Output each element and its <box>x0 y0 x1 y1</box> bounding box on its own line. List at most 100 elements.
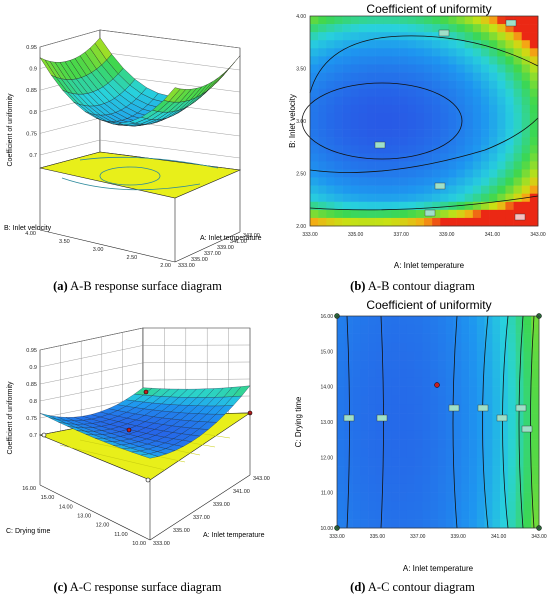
heat-cell <box>406 351 415 361</box>
heat-cell <box>529 24 539 33</box>
heat-cell <box>415 177 425 186</box>
heat-cell <box>469 475 478 485</box>
x-tick-label: 337.00 <box>394 232 410 238</box>
heat-cell <box>529 137 539 146</box>
heat-cell <box>422 369 431 379</box>
heat-cell <box>318 32 327 41</box>
heat-cell <box>529 64 539 73</box>
heat-cell <box>505 56 514 65</box>
heat-cell <box>424 129 433 138</box>
heat-cell <box>375 324 384 334</box>
heat-cell <box>360 333 369 343</box>
heat-cell <box>326 104 335 114</box>
heat-cell <box>375 457 384 467</box>
heat-cell <box>422 386 431 396</box>
heat-cell <box>399 492 408 502</box>
heat-cell <box>484 316 493 326</box>
heat-cell <box>521 161 531 170</box>
contour-plot-ac: Coefficient of uniformity 333.00 335.00 33… <box>294 298 547 573</box>
x-tick-label: 339.00 <box>439 232 455 238</box>
y-tick-label: 3.50 <box>59 239 70 245</box>
heat-cell <box>358 121 368 130</box>
heat-cell <box>430 351 439 361</box>
heat-cell <box>476 342 485 352</box>
heat-cell <box>422 483 431 493</box>
heat-cell <box>492 483 501 493</box>
heat-cell <box>497 96 506 106</box>
heat-cell <box>375 316 384 326</box>
heat-cell <box>489 201 498 211</box>
heat-cell <box>391 439 400 449</box>
heat-cell <box>399 404 408 414</box>
heat-cell <box>521 137 531 146</box>
heat-cell <box>391 96 400 106</box>
heat-cell <box>464 161 474 170</box>
z-tick-label: 0.7 <box>29 153 37 159</box>
heat-cell <box>500 351 509 361</box>
heat-cell <box>383 153 392 162</box>
z-tick-label: 0.75 <box>26 416 37 422</box>
heat-cell <box>318 161 327 170</box>
heat-cell <box>352 466 361 476</box>
heat-cell <box>350 96 360 106</box>
heat-cell <box>469 360 478 370</box>
heat-cell <box>464 193 474 203</box>
heat-cell <box>464 145 474 154</box>
heat-cell <box>464 153 474 162</box>
heat-cell <box>489 56 498 65</box>
heat-cell <box>399 129 409 138</box>
heat-cell <box>350 112 360 122</box>
heat-cell <box>391 324 400 334</box>
heat-cell <box>507 483 516 493</box>
heat-cell <box>334 217 343 227</box>
heat-cell <box>453 439 462 449</box>
heat-cell <box>529 193 539 203</box>
heat-cell <box>448 104 457 114</box>
heat-cell <box>440 153 449 162</box>
heat-cell <box>352 492 361 502</box>
heat-cell <box>407 177 417 186</box>
heat-cell <box>367 96 376 106</box>
heat-cell <box>352 369 361 379</box>
heat-cell <box>476 377 485 387</box>
surface-plot-ab: 0.950.90.850.80.750.7333.00335.00337.003… <box>4 29 262 269</box>
heat-cell <box>350 137 360 146</box>
heat-cell <box>368 475 377 485</box>
heat-cell <box>350 48 360 57</box>
heat-cell <box>424 80 433 89</box>
heat-cell <box>406 519 415 529</box>
heat-cell <box>438 510 447 520</box>
heat-cell <box>375 422 384 432</box>
heat-cell <box>326 24 335 33</box>
heat-cell <box>515 501 524 511</box>
heat-cell <box>531 377 540 387</box>
heat-cell <box>440 56 449 65</box>
heat-cell <box>360 439 369 449</box>
heat-cell <box>415 129 425 138</box>
heat-cell <box>422 316 431 326</box>
heat-cell <box>531 395 540 405</box>
heat-cell <box>440 145 449 154</box>
heat-cell <box>399 64 409 73</box>
heat-cell <box>440 121 449 130</box>
heat-cell <box>531 448 540 458</box>
heat-cell <box>360 360 369 370</box>
heat-cell <box>461 404 470 414</box>
heat-cell <box>352 439 361 449</box>
heat-cell <box>424 121 433 130</box>
heat-cell <box>484 360 493 370</box>
heat-cell <box>368 466 377 476</box>
heat-cell <box>500 369 509 379</box>
heat-cell <box>337 439 346 449</box>
heat-cell <box>383 492 392 502</box>
heat-cell <box>507 386 516 396</box>
z-tick-label: 0.95 <box>26 45 37 51</box>
heat-cell <box>326 169 335 178</box>
heat-cell <box>456 64 466 73</box>
heat-cell <box>529 209 539 219</box>
heat-cell <box>456 193 466 203</box>
heat-cell <box>464 40 474 49</box>
heat-cell <box>448 80 457 89</box>
heat-cell <box>375 351 384 361</box>
heat-cell <box>375 80 384 89</box>
